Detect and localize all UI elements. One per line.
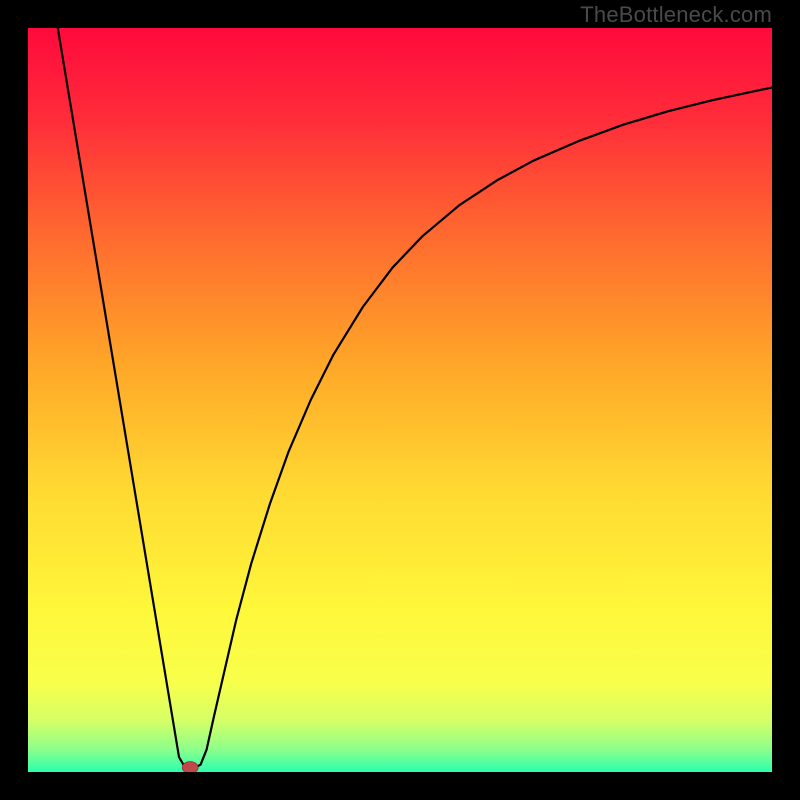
plot-area bbox=[28, 28, 772, 772]
watermark-label: TheBottleneck.com bbox=[580, 2, 772, 28]
minimum-marker bbox=[182, 762, 198, 772]
curve-layer bbox=[28, 28, 772, 772]
bottleneck-curve bbox=[58, 28, 772, 768]
chart-frame: TheBottleneck.com bbox=[0, 0, 800, 800]
